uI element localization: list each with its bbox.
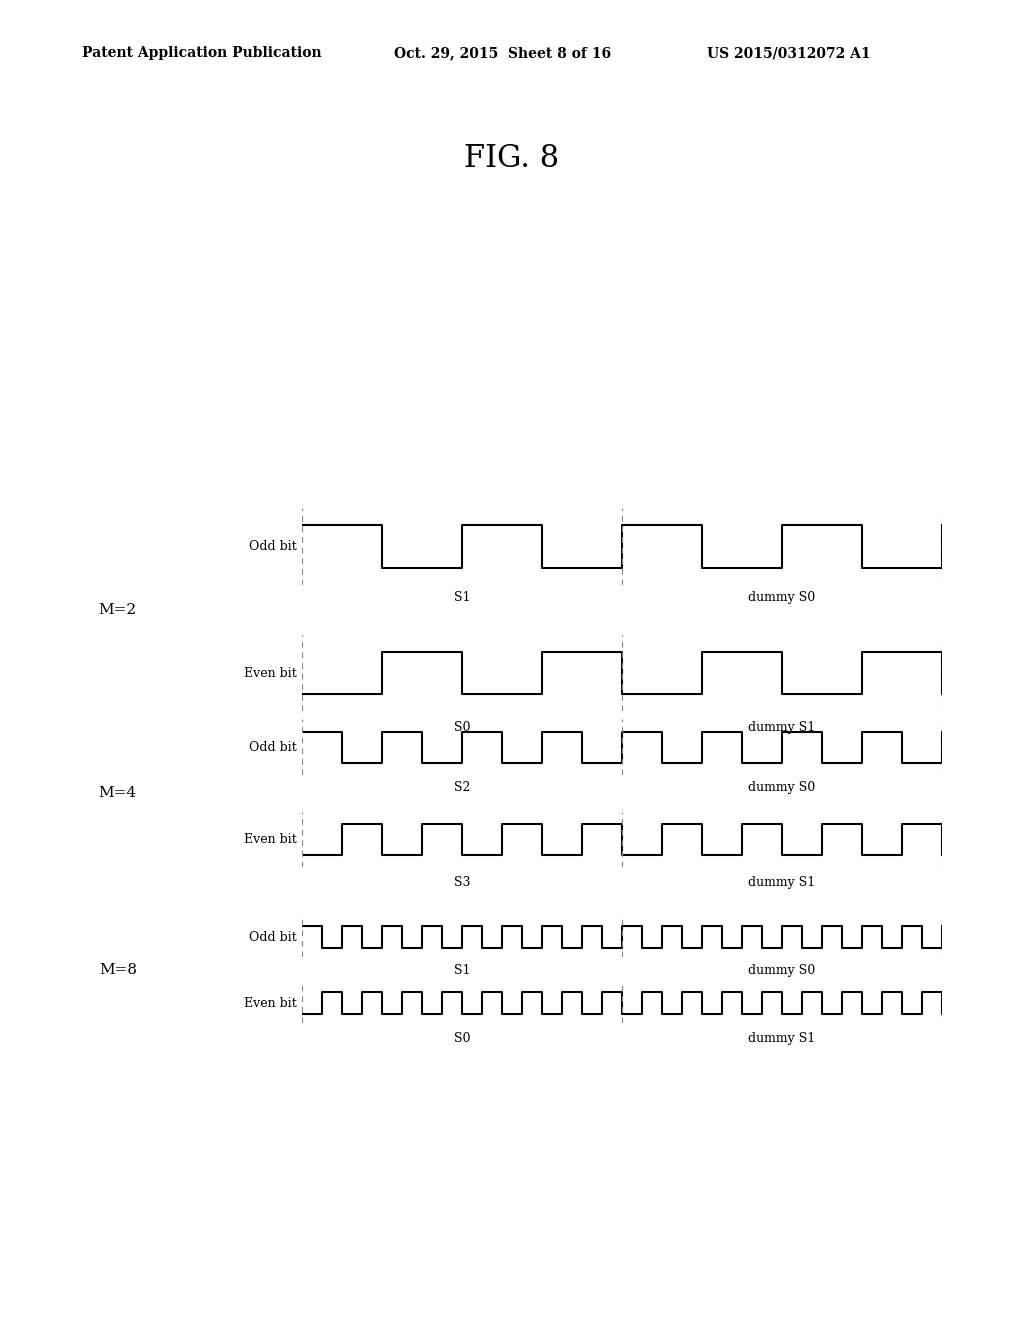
Text: Even bit: Even bit (244, 833, 297, 846)
Text: dummy S0: dummy S0 (749, 591, 816, 605)
Text: US 2015/0312072 A1: US 2015/0312072 A1 (707, 46, 870, 61)
Text: Odd bit: Odd bit (249, 931, 297, 944)
Text: dummy S1: dummy S1 (749, 876, 816, 890)
Text: dummy S0: dummy S0 (749, 781, 816, 795)
Text: S1: S1 (454, 964, 470, 977)
Text: S0: S0 (454, 1032, 470, 1045)
Text: Odd bit: Odd bit (249, 540, 297, 553)
Text: Patent Application Publication: Patent Application Publication (82, 46, 322, 61)
Text: Even bit: Even bit (244, 997, 297, 1010)
Text: Even bit: Even bit (244, 667, 297, 680)
Text: dummy S1: dummy S1 (749, 721, 816, 734)
Text: dummy S0: dummy S0 (749, 964, 816, 977)
Text: S0: S0 (454, 721, 470, 734)
Text: S2: S2 (454, 781, 470, 795)
Text: S3: S3 (454, 876, 470, 890)
Text: Odd bit: Odd bit (249, 741, 297, 754)
Text: M=2: M=2 (98, 603, 137, 616)
Text: dummy S1: dummy S1 (749, 1032, 816, 1045)
Text: Oct. 29, 2015  Sheet 8 of 16: Oct. 29, 2015 Sheet 8 of 16 (394, 46, 611, 61)
Text: FIG. 8: FIG. 8 (465, 143, 559, 174)
Text: M=4: M=4 (98, 787, 137, 800)
Text: S1: S1 (454, 591, 470, 605)
Text: M=8: M=8 (98, 964, 137, 977)
